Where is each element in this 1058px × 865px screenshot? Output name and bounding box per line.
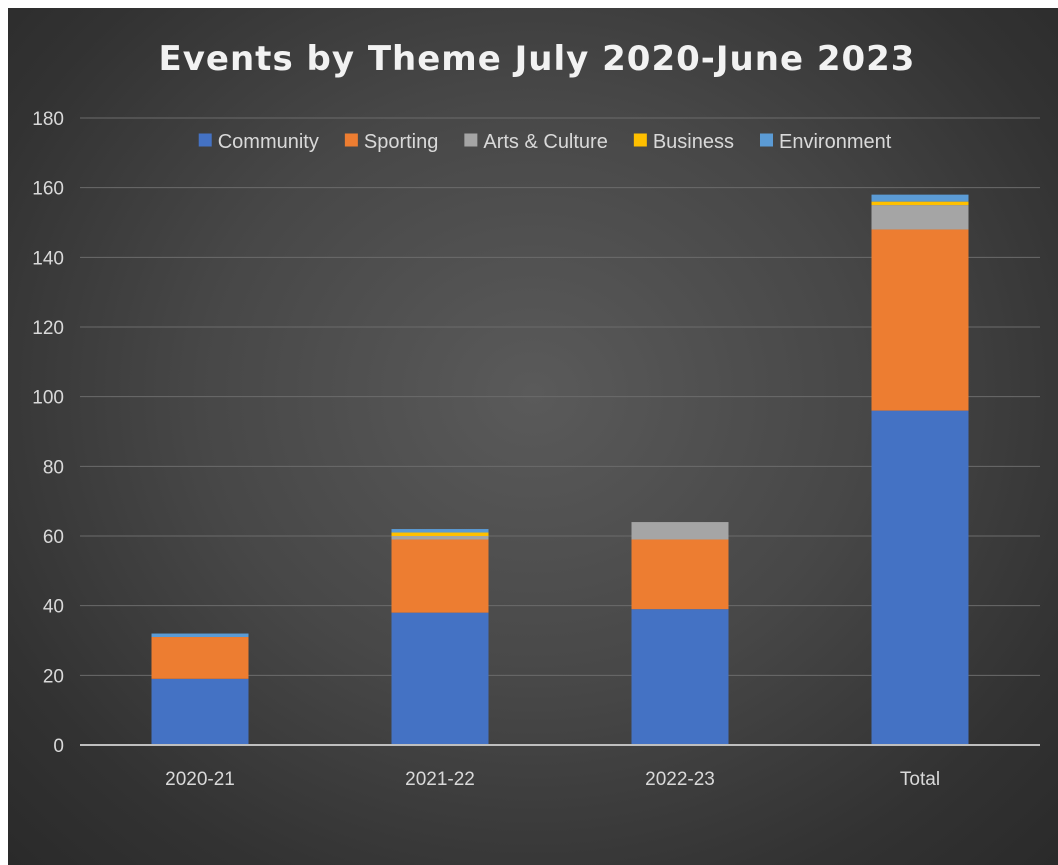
legend: Community Sporting Arts & Culture Business E…: [198, 131, 892, 153]
legend-label: Environment: [779, 131, 892, 153]
legend-label: Arts & Culture: [483, 131, 607, 153]
bars: [151, 194, 969, 745]
chart-title: Events by Theme July 2020-June 2023: [159, 39, 916, 79]
legend-label: Business: [653, 131, 734, 153]
legend-swatch: [633, 133, 647, 147]
x-tick-label: Total: [900, 769, 940, 790]
legend-swatch: [198, 133, 212, 147]
y-tick-label: 40: [43, 597, 64, 618]
bar-segment: [391, 612, 489, 745]
bar-segment: [631, 539, 729, 610]
y-tick-label: 0: [53, 736, 64, 757]
bar-segment: [391, 539, 489, 613]
y-tick-label: 120: [32, 318, 64, 339]
bar-segment: [871, 410, 969, 745]
bar-segment: [151, 637, 249, 679]
bar-segment: [391, 536, 489, 540]
x-tick-label: 2021-22: [405, 769, 475, 790]
bar-segment: [871, 201, 969, 206]
y-tick-label: 20: [43, 666, 64, 687]
y-tick-label: 100: [32, 388, 64, 409]
bar-segment: [871, 194, 969, 202]
bar-segment: [871, 205, 969, 230]
y-tick-label: 180: [32, 109, 64, 130]
legend-label: Community: [218, 131, 319, 153]
y-tick-label: 160: [32, 179, 64, 200]
bar-segment: [631, 522, 729, 540]
legend-swatch: [344, 133, 358, 147]
y-tick-label: 140: [32, 248, 64, 269]
x-tick-label: 2022-23: [645, 769, 715, 790]
x-tick-label: 2020-21: [165, 769, 235, 790]
legend-swatch: [760, 133, 773, 147]
bar-segment: [871, 229, 969, 411]
legend-label: Sporting: [364, 131, 439, 153]
bar-segment: [631, 609, 729, 745]
bar-segment: [391, 532, 489, 536]
bar-segment: [151, 678, 249, 745]
bar-segment: [391, 529, 489, 533]
y-tick-label: 80: [43, 457, 64, 478]
y-tick-label: 60: [43, 527, 64, 548]
axes: 0 20 40 60 80 100 120 140 160 180 2020-21 2021-22 20…: [32, 109, 1040, 790]
bar-segment: [151, 633, 249, 638]
legend-swatch: [464, 133, 478, 147]
